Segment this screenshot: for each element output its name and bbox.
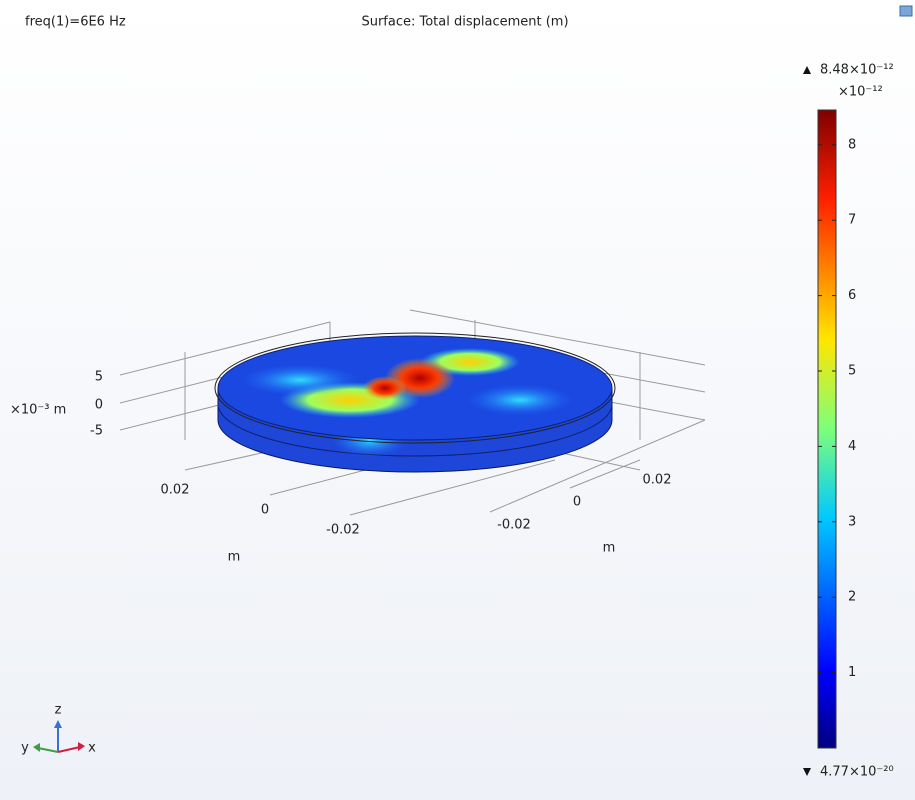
colorbar-max: 8.48×10⁻¹²	[820, 63, 894, 78]
colorbar-scale	[818, 110, 836, 748]
z-tick-label: -5	[90, 424, 103, 439]
x-tick-label: 0.02	[161, 483, 190, 498]
colorbar-tick-label: 5	[848, 364, 856, 379]
triad-label: z	[55, 703, 62, 718]
frequency-label: freq(1)=6E6 Hz	[25, 15, 126, 30]
x-tick-label: -0.02	[326, 523, 360, 538]
colorbar-multiplier: ×10⁻¹²	[838, 85, 883, 100]
x-tick-label: 0	[261, 503, 269, 518]
triad-label: y	[21, 741, 29, 756]
disk-surface	[215, 333, 615, 472]
y-axis-unit: m	[603, 541, 616, 556]
plot-title: Surface: Total displacement (m)	[361, 15, 568, 30]
z-axis-unit: ×10⁻³ m	[10, 403, 66, 418]
colorbar-tick-label: 2	[848, 590, 856, 605]
colorbar-tick-label: 3	[848, 514, 856, 529]
colorbar-tick-label: 1	[848, 665, 856, 680]
toolbar-icon[interactable]	[900, 6, 912, 16]
y-tick-label: -0.02	[497, 518, 531, 533]
colorbar-min: 4.77×10⁻²⁰	[820, 765, 894, 780]
colorbar-tick-label: 4	[848, 439, 856, 454]
y-tick-label: 0	[573, 495, 581, 510]
z-tick-label: 0	[95, 398, 103, 413]
z-tick-label: 5	[95, 370, 103, 385]
colorbar-tick-label: 8	[848, 137, 856, 152]
y-tick-label: 0.02	[643, 473, 672, 488]
triad-label: x	[88, 741, 96, 756]
graphics-window: freq(1)=6E6 Hz Surface: Total displaceme…	[0, 0, 915, 800]
colorbar-tick-label: 6	[848, 288, 856, 303]
x-axis-unit: m	[228, 550, 241, 565]
colorbar-tick-label: 7	[848, 213, 856, 228]
